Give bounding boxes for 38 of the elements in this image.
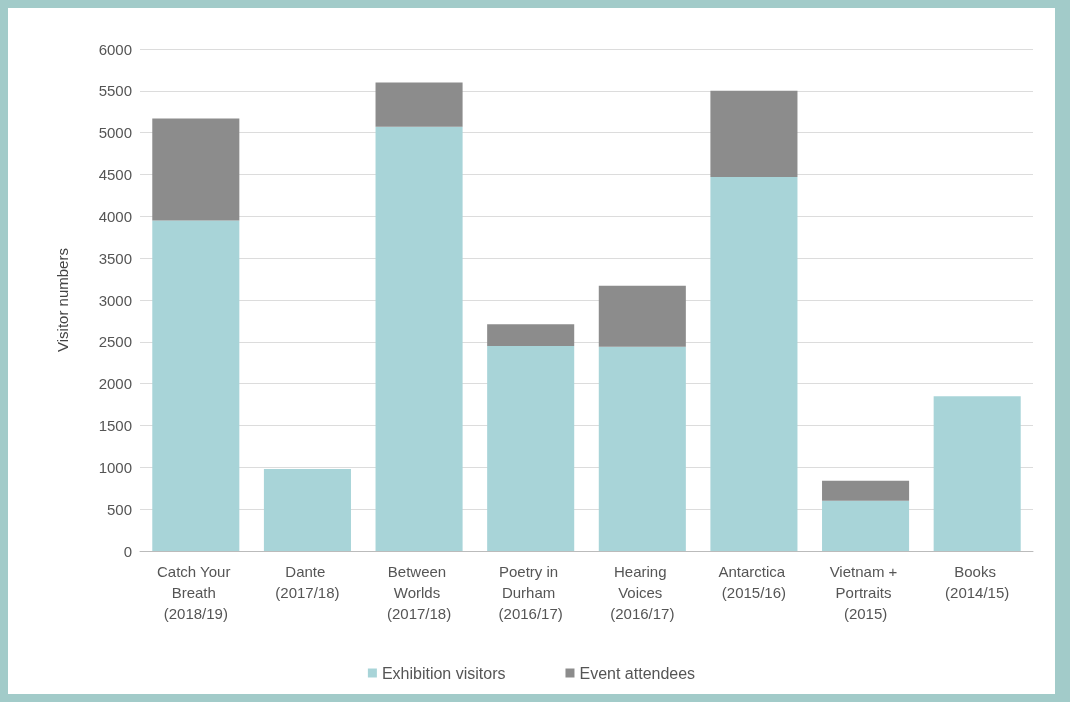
y-tick-label: 4000 [98,207,132,225]
x-tick-label: Between Worlds (2017/18) [386,563,452,622]
x-tick-label: Vietnam + Portraits (2015) [829,563,902,622]
bar [710,90,798,178]
x-tick-label: Antarctica (2015/16) [718,563,790,601]
y-tick-label: 0 [123,542,132,560]
y-tick-label: 3000 [98,291,132,309]
y-tick-label: 6000 [98,40,132,58]
y-tick-label: 5000 [98,124,132,142]
y-tick-label: 4500 [98,166,132,183]
bar [710,177,798,551]
y-tick-label: 2500 [98,333,132,351]
bar [375,126,463,551]
legend-label: Event attendees [579,664,696,682]
y-tick-label: 3500 [98,249,132,267]
y-tick-label: 500 [106,500,132,518]
bar [152,220,240,551]
y-tick-label: 1000 [98,458,132,476]
bar [263,469,351,551]
bar [598,346,686,551]
x-tick-label: Poetry in Durham (2016/17) [498,563,563,622]
x-tick-label: Books (2014/15) [945,563,1010,601]
bar [598,285,686,347]
bar [152,118,240,221]
y-axis-title: Visitor numbers [54,248,71,352]
x-tick-label: Dante (2017/18) [275,563,340,601]
x-tick-label: Catch Your Breath (2018/19) [157,563,235,622]
y-tick-label: 5500 [98,82,132,100]
x-tick-label: Hearing Voices (2016/17) [610,563,675,622]
bar [822,480,910,501]
bar [822,500,910,551]
bar [375,82,463,127]
y-tick-label: 2000 [98,375,132,393]
bar [933,396,1021,551]
bar [487,324,575,347]
bar [487,346,575,551]
legend-label: Exhibition visitors [381,664,506,682]
y-tick-label: 1500 [98,417,132,434]
